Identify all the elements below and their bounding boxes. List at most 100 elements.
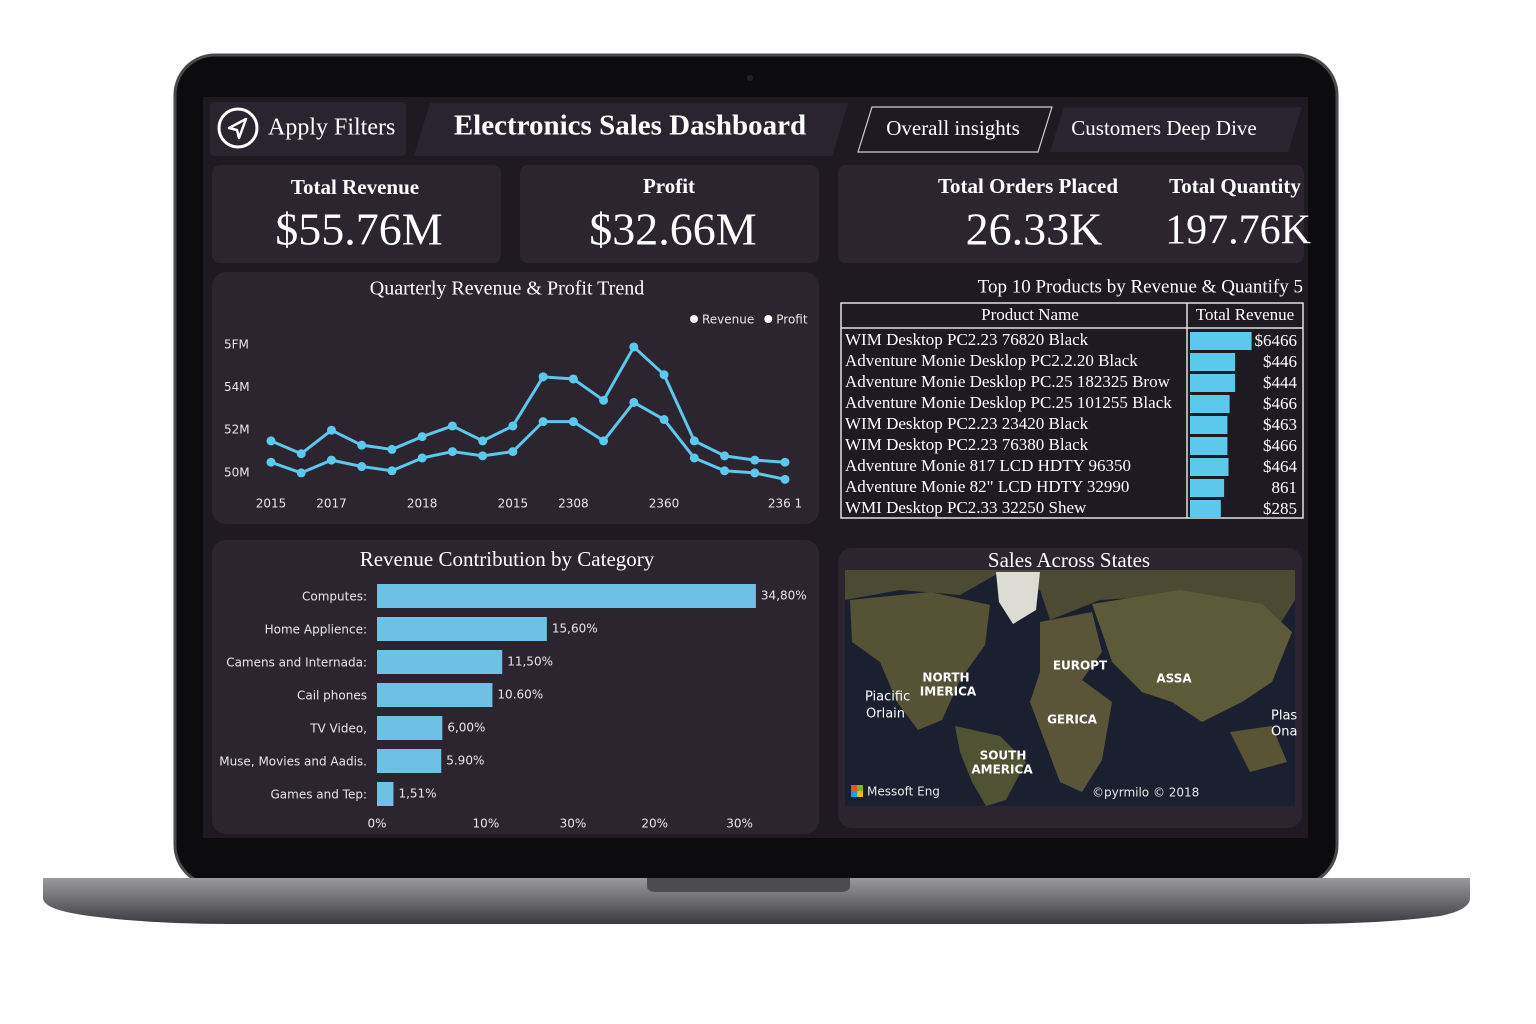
revenue-bar xyxy=(1190,353,1236,371)
data-point xyxy=(387,444,397,454)
value-label: 10.60% xyxy=(497,688,543,702)
data-point xyxy=(296,449,306,459)
filter-button[interactable] xyxy=(210,102,406,156)
data-point xyxy=(447,421,457,431)
data-point xyxy=(326,455,336,465)
logo xyxy=(851,785,857,791)
y-tick-label: 54M xyxy=(224,380,250,394)
legend-marker xyxy=(690,315,698,323)
map-label: ASSA xyxy=(1156,672,1192,686)
series-line xyxy=(270,400,786,481)
value-label: 6,00% xyxy=(447,721,485,735)
map-label: Orlain xyxy=(866,707,905,722)
revenue-bar xyxy=(1190,437,1228,455)
data-point xyxy=(357,440,367,450)
value-label: 34,80% xyxy=(761,589,807,603)
map-label: GERICA xyxy=(1047,713,1098,727)
land xyxy=(845,570,1295,640)
revenue-value: $466 xyxy=(1263,436,1297,455)
x-tick-label: 2308 xyxy=(558,497,589,511)
category-label: Camens and Internada: xyxy=(226,656,367,670)
data-point xyxy=(629,342,639,352)
bar xyxy=(377,782,394,806)
tab[interactable] xyxy=(1050,107,1302,152)
revenue-value: 861 xyxy=(1272,478,1298,497)
product-name: Adventure Monie Desklop PC.25 182325 Bro… xyxy=(845,372,1171,391)
data-point xyxy=(447,447,457,457)
category-label: Games and Tep: xyxy=(270,788,367,802)
land-ice xyxy=(996,572,1040,624)
revenue-bar xyxy=(1190,458,1229,476)
y-tick-label: 50M xyxy=(224,465,250,479)
bar xyxy=(377,584,756,608)
map-label: Plas xyxy=(1271,709,1297,724)
data-point xyxy=(508,447,518,457)
data-point xyxy=(568,417,578,427)
revenue-value: $285 xyxy=(1263,499,1297,518)
product-name: Adventure Monie 82" LCD HDTY 32990 xyxy=(845,477,1129,496)
land xyxy=(850,592,990,730)
data-point xyxy=(508,421,518,431)
product-name: WIM Desktop PC2.23 76820 Black xyxy=(845,330,1089,349)
revenue-bar xyxy=(1190,395,1230,413)
data-point xyxy=(417,453,427,463)
laptop-notch xyxy=(647,878,850,892)
revenue-bar xyxy=(1190,500,1221,518)
value-label: 11,50% xyxy=(507,655,553,669)
chart-panel xyxy=(212,540,819,834)
bar xyxy=(377,650,503,674)
data-point xyxy=(326,425,336,435)
column-header: Total Revenue xyxy=(1196,305,1294,324)
data-point xyxy=(689,436,699,446)
revenue-bar xyxy=(1190,479,1225,497)
data-point xyxy=(538,372,548,382)
map-label: AMERICA xyxy=(971,763,1033,777)
kpi-value: $55.76M xyxy=(275,204,442,255)
data-point xyxy=(689,453,699,463)
map-label: Ona xyxy=(1271,725,1297,740)
legend-marker xyxy=(764,315,773,323)
revenue-value: $463 xyxy=(1263,415,1297,434)
data-point xyxy=(266,436,276,446)
category-label: Computes: xyxy=(302,590,367,604)
tab-label: Overall insights xyxy=(886,116,1020,140)
data-point xyxy=(720,466,730,476)
chart-panel xyxy=(212,272,819,524)
legend-label: Profit xyxy=(776,313,808,327)
map-label: NORTH xyxy=(922,671,969,685)
land xyxy=(955,726,1026,806)
table-body: WIM Desktop PC2.23 76820 Black $6466 Adven… xyxy=(845,330,1298,518)
kpi-value: 26.33K xyxy=(966,204,1103,255)
revenue-bar xyxy=(1190,374,1236,392)
kpi-card xyxy=(212,165,501,263)
data-point xyxy=(357,462,367,472)
land xyxy=(1230,726,1287,772)
tab-label: Customers Deep Dive xyxy=(1071,116,1256,140)
laptop-base xyxy=(43,878,1470,924)
x-tick-label: 2017 xyxy=(316,497,347,511)
map-copyright: ©pyrmilo © 2018 xyxy=(1092,786,1199,800)
x-tick-label: 0% xyxy=(367,817,386,831)
filter-button-label: Apply Filters xyxy=(268,115,395,141)
table-title: Top 10 Products by Revenue & Quantify 5 xyxy=(978,276,1303,297)
data-point xyxy=(478,451,488,461)
map-label: EUROPT xyxy=(1053,659,1108,673)
data-point xyxy=(659,415,669,425)
kpi-label: Total Revenue xyxy=(291,175,419,199)
category-label: TV Video, xyxy=(309,722,367,736)
x-tick-label: 20% xyxy=(641,817,668,831)
data-point xyxy=(750,468,760,478)
kpi-card xyxy=(838,165,1304,263)
map-title: Sales Across States xyxy=(988,548,1150,572)
product-name: Adventure Monie Desklop PC.25 101255 Bla… xyxy=(845,393,1172,412)
data-point xyxy=(599,436,609,446)
x-tick-label: 10% xyxy=(473,817,500,831)
series-line xyxy=(270,345,786,464)
x-tick-label: 30% xyxy=(560,817,587,831)
kpi-value: 197.76K xyxy=(1165,208,1311,254)
kpi-label: Profit xyxy=(643,174,695,198)
map-attribution: Messoft Eng xyxy=(867,785,940,799)
kpi-card xyxy=(520,165,819,263)
tab[interactable] xyxy=(857,106,1053,153)
